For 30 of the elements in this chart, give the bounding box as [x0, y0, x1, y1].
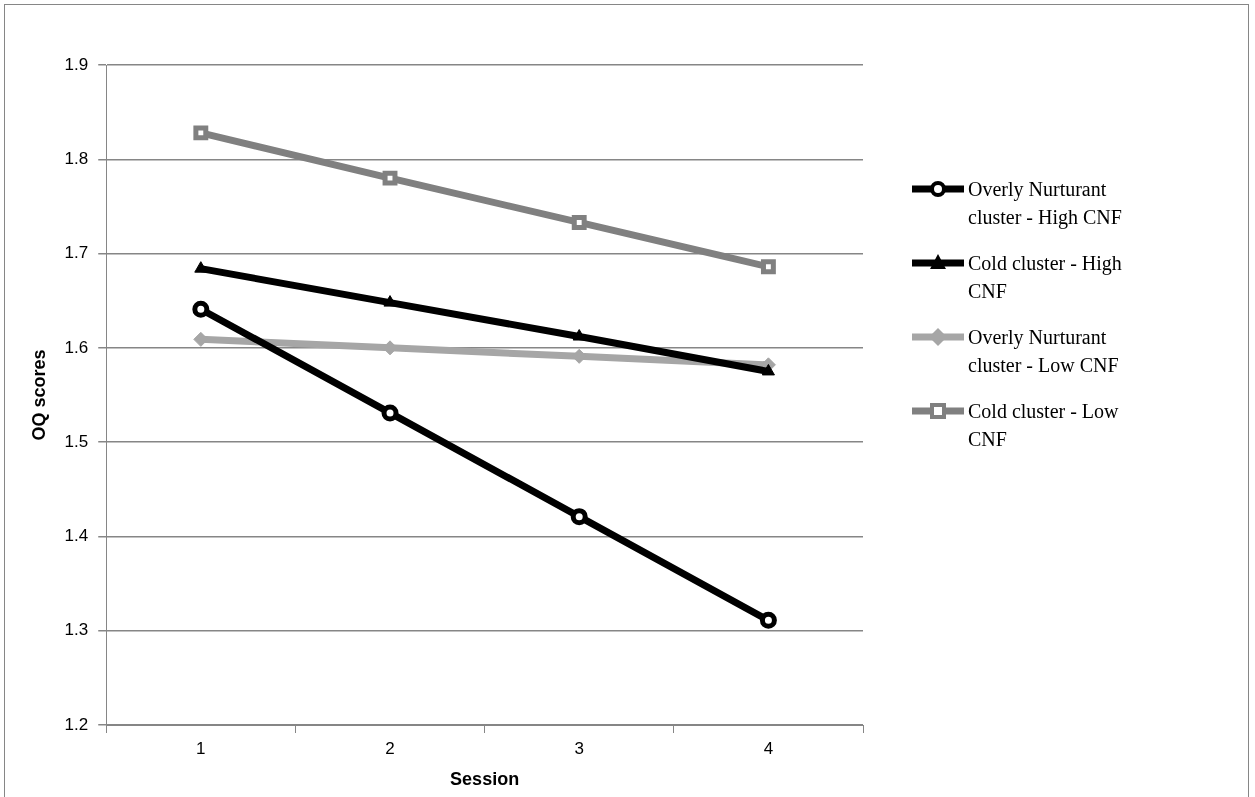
y-tick-label: 1.5 [64, 431, 89, 451]
y-tick-label: 1.8 [64, 148, 89, 168]
point [193, 125, 209, 141]
x-tick-label: 4 [763, 738, 774, 758]
point [761, 363, 775, 376]
legend-label: Cold cluster - Low CNF [968, 399, 1120, 452]
point [192, 300, 210, 318]
x-tick-label: 1 [196, 738, 206, 758]
point [759, 611, 777, 629]
x-tick-label: 3 [574, 738, 584, 758]
point [572, 329, 586, 341]
y-tick-label: 1.6 [64, 337, 89, 357]
y-tick-label: 1.3 [64, 620, 89, 640]
y-tick-label: 1.9 [64, 54, 89, 74]
legend-label: Overly Nurturant cluster - High CNF [968, 177, 1123, 231]
x-tick-label: 2 [385, 738, 395, 758]
x-axis-title: Session [450, 769, 520, 790]
y-tick-label: 1.7 [64, 243, 89, 263]
point [381, 404, 399, 422]
point [382, 170, 398, 186]
y-axis-title: OQ scores [28, 349, 49, 441]
legend-label: Cold cluster - High CNF [968, 251, 1123, 304]
y-tick-label: 1.2 [64, 714, 89, 734]
point [760, 259, 776, 275]
point [194, 261, 208, 273]
point [570, 508, 588, 526]
point [383, 295, 397, 307]
point [571, 215, 587, 230]
legend-label: Overly Nurturant cluster - Low CNF [968, 325, 1120, 378]
y-tick-label: 1.4 [64, 526, 89, 546]
